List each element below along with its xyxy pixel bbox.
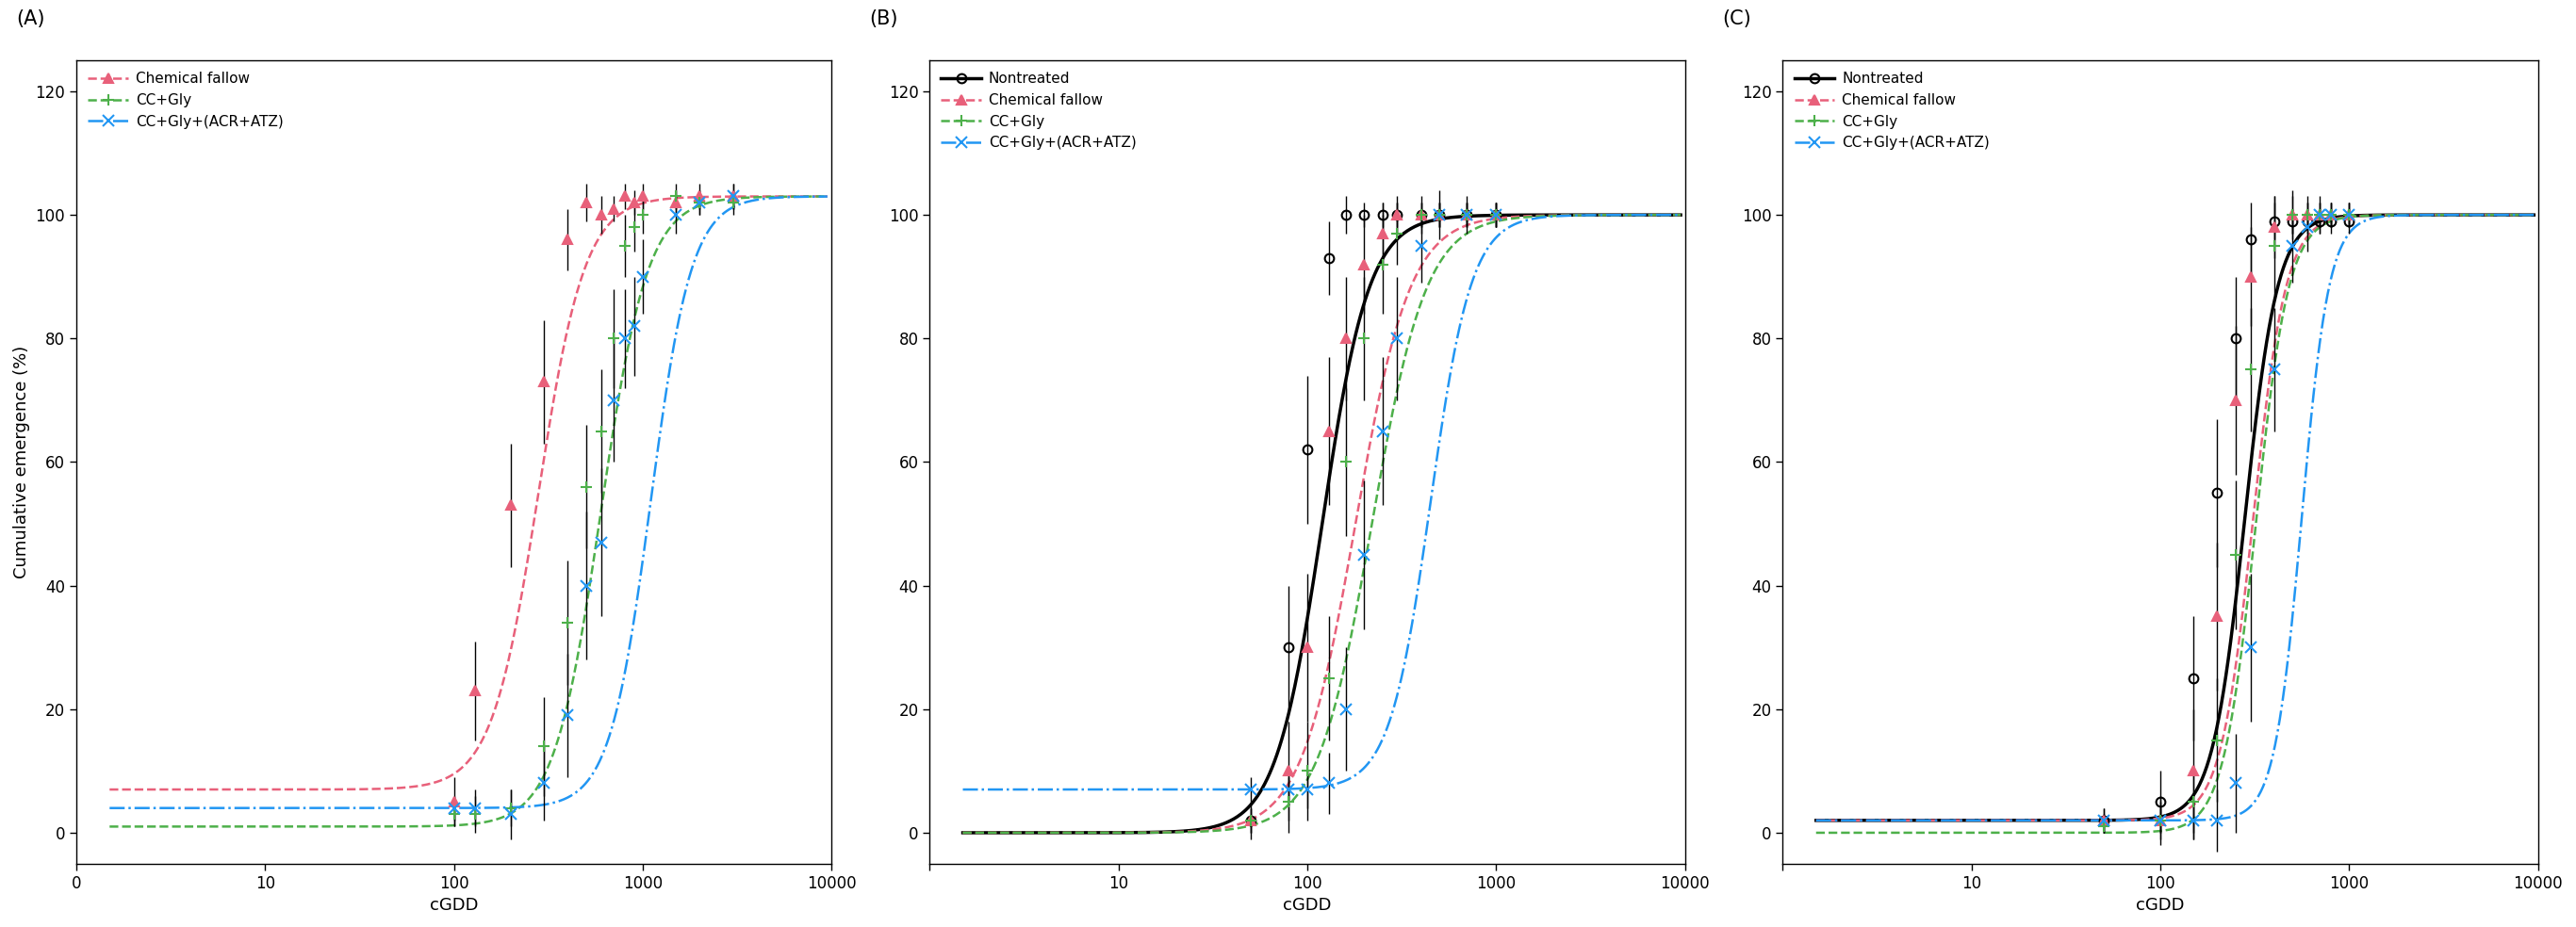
- Legend: Nontreated, Chemical fallow, CC+Gly, CC+Gly+(ACR+ATZ): Nontreated, Chemical fallow, CC+Gly, CC+…: [1790, 68, 1994, 155]
- X-axis label: cGDD: cGDD: [430, 897, 479, 914]
- Legend: Nontreated, Chemical fallow, CC+Gly, CC+Gly+(ACR+ATZ): Nontreated, Chemical fallow, CC+Gly, CC+…: [938, 68, 1141, 155]
- X-axis label: cGDD: cGDD: [2136, 897, 2184, 914]
- Y-axis label: Cumulative emergence (%): Cumulative emergence (%): [13, 346, 31, 578]
- Text: (C): (C): [1723, 9, 1752, 29]
- Text: (A): (A): [15, 9, 44, 29]
- Legend: Chemical fallow, CC+Gly, CC+Gly+(ACR+ATZ): Chemical fallow, CC+Gly, CC+Gly+(ACR+ATZ…: [82, 68, 289, 133]
- X-axis label: cGDD: cGDD: [1283, 897, 1332, 914]
- Text: (B): (B): [868, 9, 899, 29]
